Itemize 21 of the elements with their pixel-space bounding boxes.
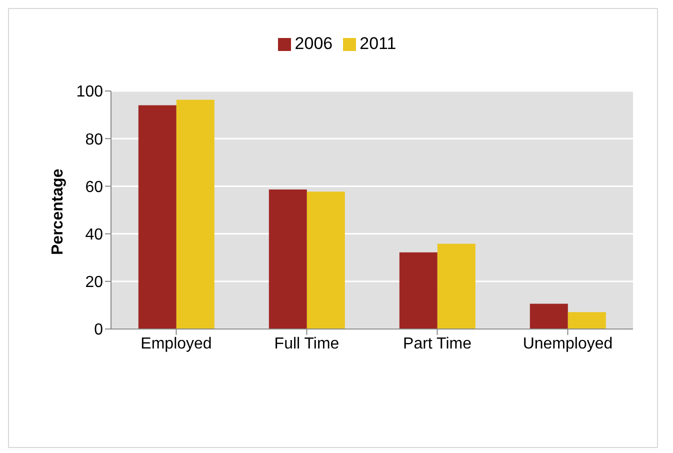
y-tick-label: 40	[85, 226, 104, 244]
y-tick-label: 100	[76, 84, 104, 101]
x-tick-label: Unemployed	[522, 335, 613, 352]
bar	[437, 244, 476, 329]
y-tick-label: 0	[94, 322, 104, 339]
legend-label: 2011	[360, 34, 396, 53]
y-tick-label: 20	[85, 274, 104, 292]
legend-label: 2006	[294, 34, 333, 53]
x-tick-label: Full Time	[274, 335, 340, 352]
y-tick-label: 80	[85, 131, 104, 148]
y-tick-label: 60	[85, 178, 104, 196]
bar	[268, 190, 307, 329]
bar	[568, 312, 606, 329]
y-axis-title: Percentage	[50, 168, 67, 255]
bar	[530, 304, 568, 329]
bar	[138, 105, 176, 329]
x-tick-label: Part Time	[403, 335, 472, 352]
bar	[399, 252, 438, 329]
bar	[176, 100, 214, 329]
x-tick-label: Employed	[140, 335, 212, 352]
bar	[306, 192, 345, 329]
